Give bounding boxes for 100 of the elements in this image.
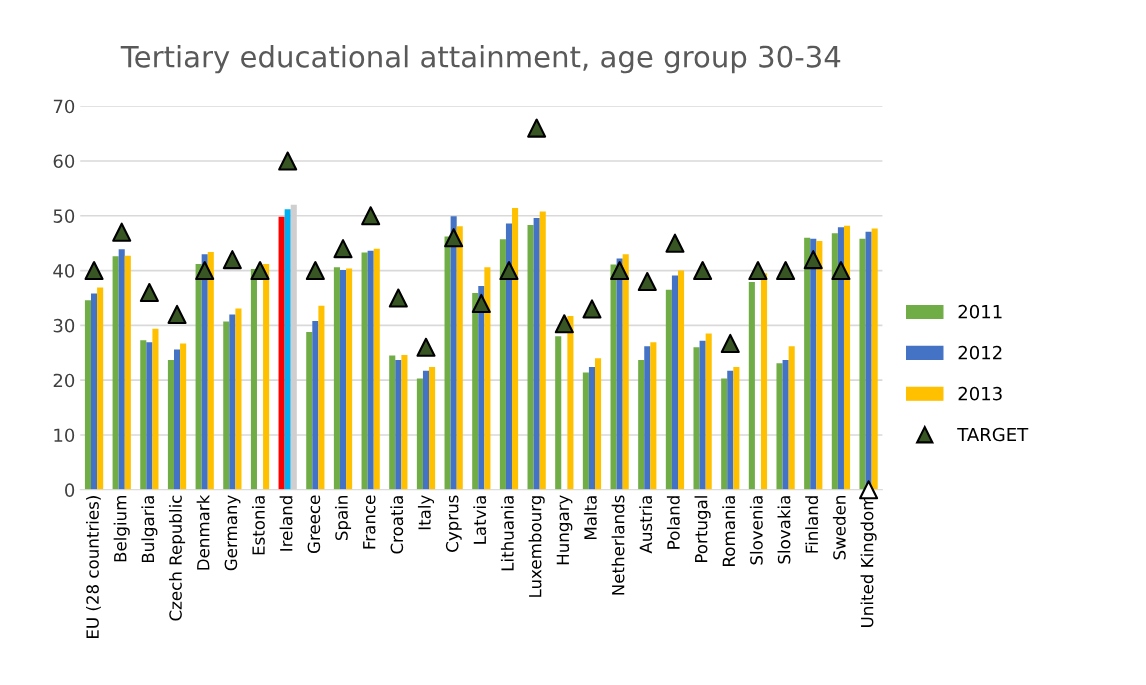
point (167, 304, 187, 324)
x-tick-label: Italy (417, 495, 435, 530)
point (720, 333, 740, 353)
bar (235, 308, 242, 490)
bar (665, 289, 672, 490)
legend-label: 2013 (958, 386, 1002, 401)
point (139, 282, 159, 303)
x-tick-label: Slovakia (777, 496, 791, 564)
x-tick-label: Hungary (556, 495, 573, 565)
bar (705, 333, 712, 490)
bar (361, 252, 368, 490)
bar (527, 225, 534, 490)
bar (678, 270, 685, 490)
point (499, 261, 519, 281)
point (333, 239, 353, 259)
bar (843, 225, 851, 490)
x-tick-label: Finland (805, 496, 819, 553)
point (222, 250, 242, 270)
bar (422, 370, 430, 490)
bar (638, 359, 645, 490)
point (665, 233, 685, 253)
bar (416, 378, 423, 490)
bar (478, 285, 485, 490)
x-tick-label: Ireland (279, 496, 293, 551)
bar (644, 346, 651, 490)
y-tick-label: 70 (53, 99, 75, 114)
bar (389, 355, 396, 490)
bar (582, 372, 589, 490)
bar (318, 305, 325, 490)
bar (788, 346, 795, 490)
point (637, 271, 657, 292)
point (361, 206, 381, 226)
x-tick-label: France (363, 495, 376, 549)
bar (831, 233, 838, 490)
bar (721, 378, 728, 490)
bar (693, 347, 700, 490)
y-tick-label: 60 (53, 154, 75, 169)
bar (484, 267, 491, 490)
bar (401, 354, 408, 490)
bar (616, 258, 623, 490)
bar (837, 227, 844, 490)
point (471, 293, 491, 313)
bar (312, 320, 319, 490)
bar (223, 321, 230, 490)
point (527, 118, 547, 138)
y-tick-label: 20 (53, 373, 75, 388)
bar (588, 367, 596, 490)
bar (733, 367, 740, 490)
bar (671, 275, 678, 490)
bar (539, 211, 546, 490)
point (278, 151, 298, 171)
x-tick-label: Greece (307, 495, 321, 554)
bar (871, 228, 878, 490)
bar (84, 300, 92, 490)
bar (146, 342, 153, 490)
y-tick-label: 30 (53, 318, 75, 333)
bar (167, 359, 174, 490)
point (416, 337, 436, 357)
bar (306, 331, 313, 490)
bar (699, 340, 706, 490)
bar (555, 336, 562, 490)
bar (804, 237, 811, 490)
x-tick-label: Slovenia (749, 496, 763, 565)
x-tick-label: Netherlands (611, 495, 625, 595)
x-tick-label: Czech Republic (168, 495, 186, 621)
bar (333, 267, 340, 490)
x-tick-label: Belgium (113, 496, 130, 562)
y-tick-label: 40 (53, 264, 75, 278)
bar (512, 208, 519, 490)
bar (339, 270, 347, 490)
x-tick-label: Austria (639, 496, 653, 554)
bar (622, 254, 629, 490)
bar (367, 250, 374, 490)
x-tick-label: Denmark (196, 494, 210, 570)
bar (456, 226, 463, 490)
x-tick-label: Portugal (694, 496, 711, 563)
point (388, 288, 408, 308)
y-tick-label: 0 (65, 483, 75, 497)
x-tick-label: Croatia (390, 496, 404, 554)
x-tick-label: Spain (334, 496, 352, 541)
point (112, 222, 132, 242)
point (748, 261, 768, 281)
bar (776, 363, 783, 490)
bar (810, 238, 817, 490)
x-tick-label: Latvia (473, 496, 487, 544)
bar (595, 358, 602, 490)
bar (395, 359, 402, 490)
bar (284, 209, 291, 490)
bar (444, 236, 451, 490)
point (693, 261, 713, 281)
point (554, 314, 574, 334)
bar (91, 293, 98, 490)
legend-label: 2011 (958, 304, 1002, 319)
legend-label: TARGET (957, 427, 1029, 442)
point (803, 250, 823, 270)
bar (373, 248, 380, 490)
bar (180, 343, 187, 490)
point (195, 261, 215, 281)
x-tick-label: Germany (224, 495, 241, 571)
bar (816, 240, 823, 490)
